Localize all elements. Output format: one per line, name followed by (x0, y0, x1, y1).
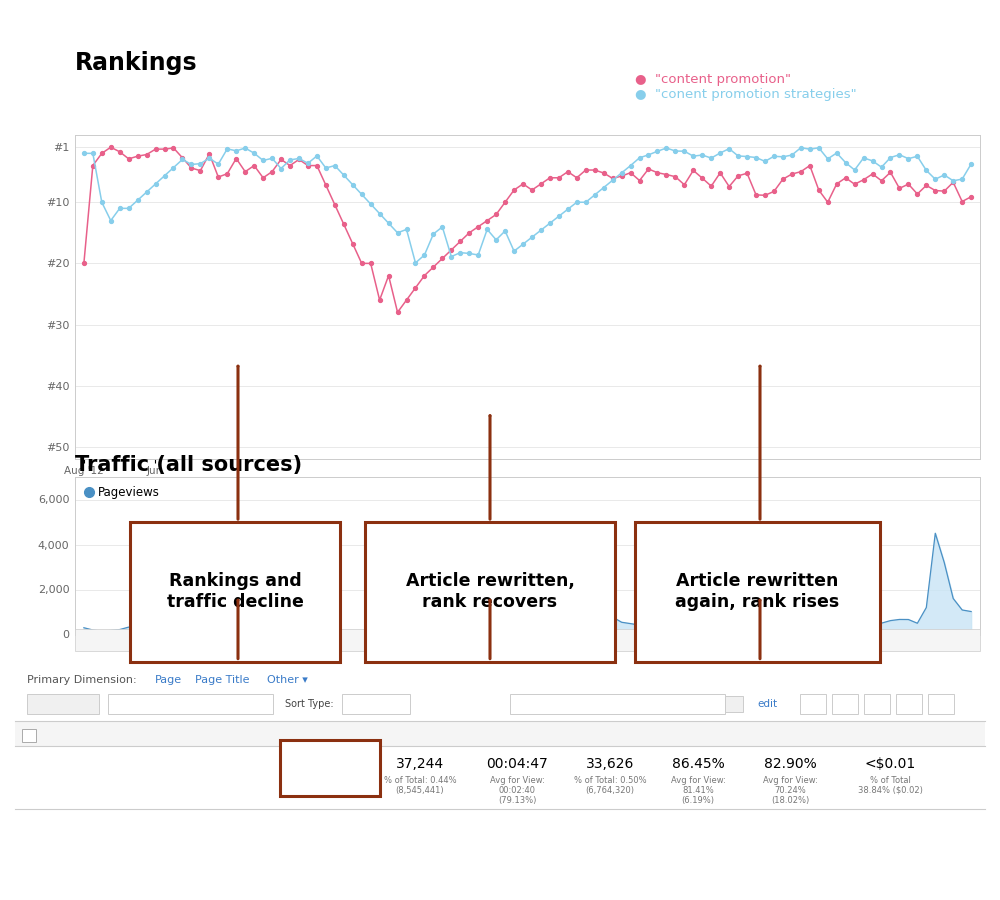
Text: 38.84% ($0.02): 38.84% ($0.02) (858, 786, 922, 795)
Text: ●  "content promotion": ● "content promotion" (635, 73, 791, 86)
Text: ?: ? (844, 724, 848, 733)
Text: + Create new annotation: + Create new annotation (804, 634, 935, 645)
Text: (9,629,737): (9,629,737) (306, 785, 354, 794)
Text: edit: edit (757, 698, 777, 709)
Text: Page: Page (75, 728, 100, 739)
Text: ⊙: ⊙ (840, 698, 850, 709)
Text: ?: ? (667, 724, 671, 733)
Text: ✕: ✕ (730, 698, 738, 709)
Text: Rankings: Rankings (75, 51, 198, 75)
Text: ?: ? (754, 724, 758, 733)
Text: Avg for View:: Avg for View: (671, 776, 725, 785)
Text: % Exit: % Exit (778, 728, 811, 739)
Legend: Pageviews: Pageviews (81, 483, 163, 503)
Text: Avg. Time on
Page: Avg. Time on Page (507, 723, 574, 744)
Text: Primary Dimension:: Primary Dimension: (27, 675, 137, 686)
Text: ≡: ≡ (872, 698, 882, 710)
Text: 81.41%: 81.41% (682, 786, 714, 795)
Text: Plot Rows: Plot Rows (39, 698, 87, 709)
Text: 70.24%: 70.24% (774, 786, 806, 795)
Text: 40,740: 40,740 (295, 757, 365, 775)
Text: Unique
Pageviews: Unique Pageviews (410, 723, 465, 744)
Text: ⇄: ⇄ (904, 698, 914, 709)
Text: Traffic (all sources): Traffic (all sources) (75, 455, 302, 475)
Text: ?: ? (476, 724, 480, 733)
Text: % of Total: 0.44%: % of Total: 0.44% (384, 776, 456, 785)
Text: (79.13%): (79.13%) (498, 796, 536, 805)
Text: 00:02:40: 00:02:40 (498, 786, 536, 795)
Text: Avg for View:: Avg for View: (490, 776, 544, 785)
Text: ⊞: ⊞ (808, 698, 818, 709)
Text: % of Total: 0.50%: % of Total: 0.50% (574, 776, 646, 785)
Text: Bounce Rate: Bounce Rate (688, 723, 754, 744)
Text: (8,545,441): (8,545,441) (396, 786, 444, 795)
Text: Other ▾: Other ▾ (267, 675, 308, 686)
Text: % of Total: 0.44%: % of Total: 0.44% (294, 776, 366, 785)
Text: 37,244: 37,244 (396, 757, 444, 771)
Text: ?: ? (943, 724, 947, 733)
Text: ⋮⋮⋮: ⋮⋮⋮ (928, 699, 954, 708)
Text: Show:  All  |  Starred: Show: All | Starred (82, 634, 188, 645)
Text: Page Title: Page Title (195, 675, 250, 686)
Text: Article rewritten
again, rank rises: Article rewritten again, rank rises (675, 572, 840, 611)
Text: ▲: ▲ (496, 616, 504, 626)
Text: Secondary dimension  ▼: Secondary dimension ▼ (130, 698, 250, 709)
Text: Avg for View:: Avg for View: (763, 776, 817, 785)
Text: (18.02%): (18.02%) (771, 796, 809, 805)
Text: Advanced Filter ON: Advanced Filter ON (540, 698, 640, 709)
Text: Page Value: Page Value (877, 728, 934, 739)
Text: 82.90%: 82.90% (764, 757, 816, 771)
Text: Page: Page (155, 675, 182, 686)
Text: Article rewritten,
rank recovers: Article rewritten, rank recovers (406, 572, 574, 611)
Text: 86.45%: 86.45% (672, 757, 724, 771)
Text: Pageviews  ↓: Pageviews ↓ (295, 728, 365, 739)
Text: (6,764,320): (6,764,320) (586, 786, 635, 795)
Text: % of Total: % of Total (870, 776, 910, 785)
Text: ?: ? (361, 724, 365, 733)
Text: Default  ▼: Default ▼ (351, 698, 401, 709)
Text: Sort Type:: Sort Type: (285, 698, 334, 709)
Text: <$0.01: <$0.01 (864, 757, 916, 771)
Text: 33,626: 33,626 (586, 757, 634, 771)
Text: (6.19%): (6.19%) (682, 796, 714, 805)
Text: Entrances: Entrances (601, 728, 653, 739)
Text: ?: ? (573, 724, 577, 733)
Text: ●  "conent promotion strategies": ● "conent promotion strategies" (635, 88, 857, 101)
Text: Rankings and
traffic decline: Rankings and traffic decline (167, 572, 303, 611)
Text: 00:04:47: 00:04:47 (486, 757, 548, 771)
